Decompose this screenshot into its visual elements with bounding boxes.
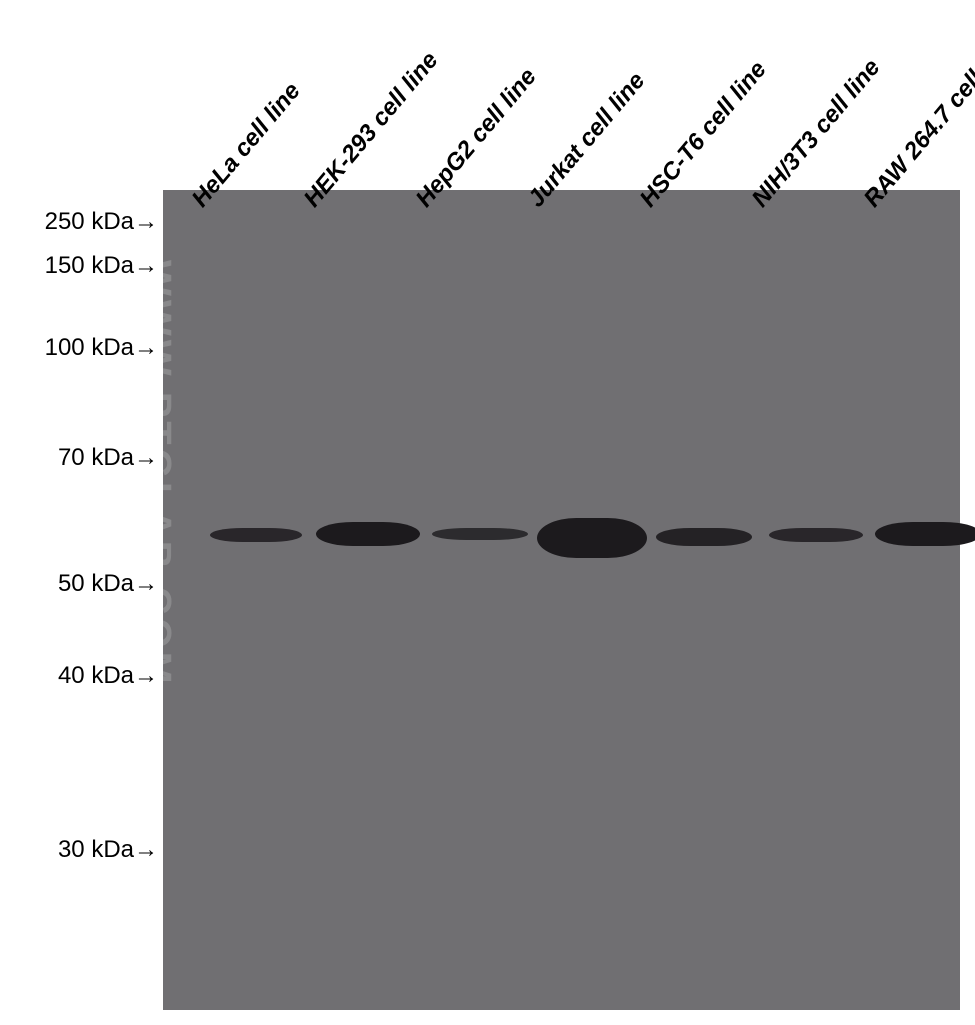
blot-band — [432, 528, 528, 540]
watermark-text: WWW.PTGLAB.COM — [135, 260, 178, 687]
figure-container: WWW.PTGLAB.COM HeLa cell lineHEK-293 cel… — [0, 0, 975, 1025]
lane-label: RAW 264.7 cell line — [859, 28, 975, 213]
mw-marker-label: 100 kDa→ — [45, 334, 158, 362]
arrow-icon: → — [134, 208, 158, 236]
arrow-icon: → — [134, 334, 158, 362]
arrow-icon: → — [134, 662, 158, 690]
blot-band — [769, 528, 863, 542]
arrow-icon: → — [134, 570, 158, 598]
mw-marker-label: 150 kDa→ — [45, 252, 158, 280]
mw-marker-label: 250 kDa→ — [45, 208, 158, 236]
blot-band — [210, 528, 302, 542]
blot-membrane — [163, 190, 960, 1010]
mw-marker-label: 70 kDa→ — [58, 444, 158, 472]
mw-marker-label: 50 kDa→ — [58, 570, 158, 598]
arrow-icon: → — [134, 444, 158, 472]
mw-marker-label: 40 kDa→ — [58, 662, 158, 690]
blot-band — [656, 528, 752, 546]
mw-marker-label: 30 kDa→ — [58, 836, 158, 864]
blot-band — [316, 522, 420, 546]
blot-band — [875, 522, 975, 546]
blot-band — [537, 518, 647, 558]
arrow-icon: → — [134, 252, 158, 280]
arrow-icon: → — [134, 836, 158, 864]
